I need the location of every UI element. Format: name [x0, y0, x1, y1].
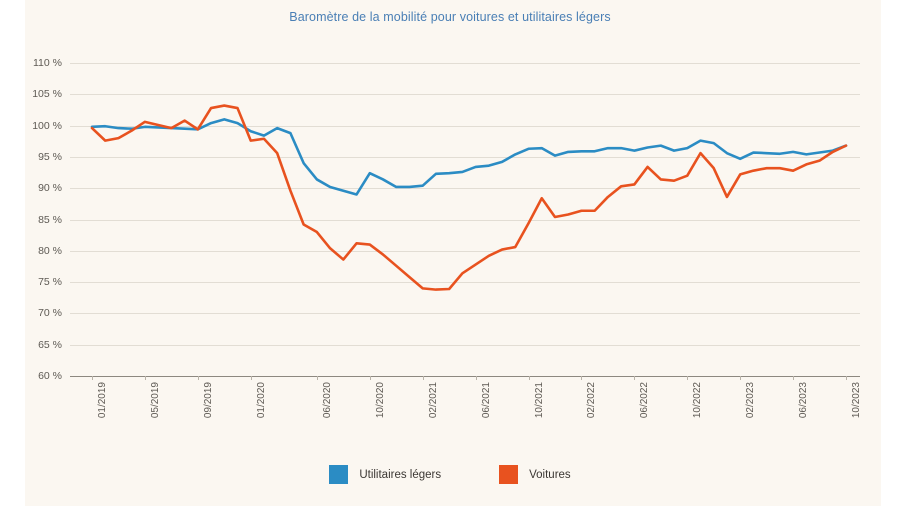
x-axis-tick [687, 376, 689, 380]
y-axis-tick-label: 60 % [38, 370, 62, 382]
gridline [70, 250, 860, 252]
x-axis-tick [369, 376, 371, 380]
x-axis-tick [422, 376, 424, 380]
x-axis-tick-label: 10/2022 [692, 382, 704, 419]
x-axis-tick-label: 10/2023 [851, 382, 862, 419]
x-axis-tick-label: 06/2022 [639, 382, 651, 419]
x-axis-tick [740, 376, 742, 380]
x-axis-tick-label: 01/2020 [255, 382, 267, 419]
x-axis-tick [528, 376, 530, 380]
y-axis-tick-label: 75 % [38, 276, 62, 289]
gridline [70, 63, 860, 64]
y-axis-tick-label: 85 % [38, 213, 62, 226]
x-axis-tick [316, 376, 318, 380]
gridlines [70, 63, 860, 378]
y-axis-tick-label: 65 % [38, 338, 62, 351]
gridline [70, 94, 860, 96]
x-axis-tick [92, 376, 93, 380]
y-axis-tick-label: 80 % [38, 244, 62, 257]
gridline [70, 125, 860, 127]
gridline [70, 219, 860, 221]
line-series [90, 118, 848, 196]
plot-area [70, 63, 860, 378]
gridline [70, 188, 860, 190]
x-axis-tick [144, 376, 146, 380]
line-series [90, 104, 848, 291]
legend-item[interactable]: Utilitaires légers [329, 465, 441, 484]
legend-label: Utilitaires légers [359, 468, 442, 481]
x-axis-tick-label: 10/2021 [533, 382, 545, 419]
gridline [70, 376, 860, 378]
x-axis-tick-label: 06/2023 [798, 382, 810, 419]
y-axis-tick-label: 95 % [38, 150, 62, 163]
x-axis-tick [793, 376, 795, 380]
x-axis-tick [581, 376, 583, 380]
legend-color-swatch [329, 465, 349, 484]
gridline [70, 344, 860, 346]
x-axis-tick-label: 09/2019 [202, 382, 214, 419]
x-axis-tick [197, 376, 199, 380]
x-axis-labels: 01/2019 05/2019 09/2019 01/2020 06/2020 10/20… [0, 382, 900, 452]
gridline [70, 313, 860, 315]
gridline [70, 156, 860, 158]
x-axis-tick [475, 376, 477, 380]
x-axis-tick-label: 06/2021 [480, 382, 492, 419]
chart-legend: Utilitaires légers Voitures [0, 465, 900, 484]
x-axis-tick-label: 10/2020 [374, 382, 386, 419]
y-axis-tick-label: 100 % [32, 119, 62, 132]
chart-title: Baromètre de la mobilité pour voitures e… [289, 10, 611, 24]
x-axis-tick-label: 02/2021 [427, 382, 439, 419]
y-axis-labels: 110 % 105 % 100 % 95 % 90 % 85 % 80 % 75 % 70 % 6… [0, 57, 62, 382]
chart-panel-background [25, 0, 881, 506]
x-axis-tick-label: 01/2019 [97, 382, 108, 419]
legend-color-swatch [499, 465, 519, 484]
x-axis-tick-label: 06/2020 [321, 382, 333, 419]
x-axis-tick-label: 05/2019 [149, 382, 161, 419]
legend-label: Voitures [529, 468, 571, 481]
y-axis-tick-label: 90 % [38, 182, 62, 195]
gridline [70, 282, 860, 284]
y-axis-tick-label: 110 % [33, 57, 62, 69]
x-axis-tick-label: 02/2022 [586, 382, 598, 419]
x-axis-tick [846, 376, 847, 380]
x-axis-tick [250, 376, 252, 380]
x-axis-tick [634, 376, 636, 380]
y-axis-tick-label: 105 % [32, 88, 62, 101]
y-axis-tick-label: 70 % [38, 307, 62, 320]
series-lines [90, 104, 848, 291]
x-axis-tick-label: 02/2023 [745, 382, 757, 419]
legend-item[interactable]: Voitures [499, 465, 571, 484]
